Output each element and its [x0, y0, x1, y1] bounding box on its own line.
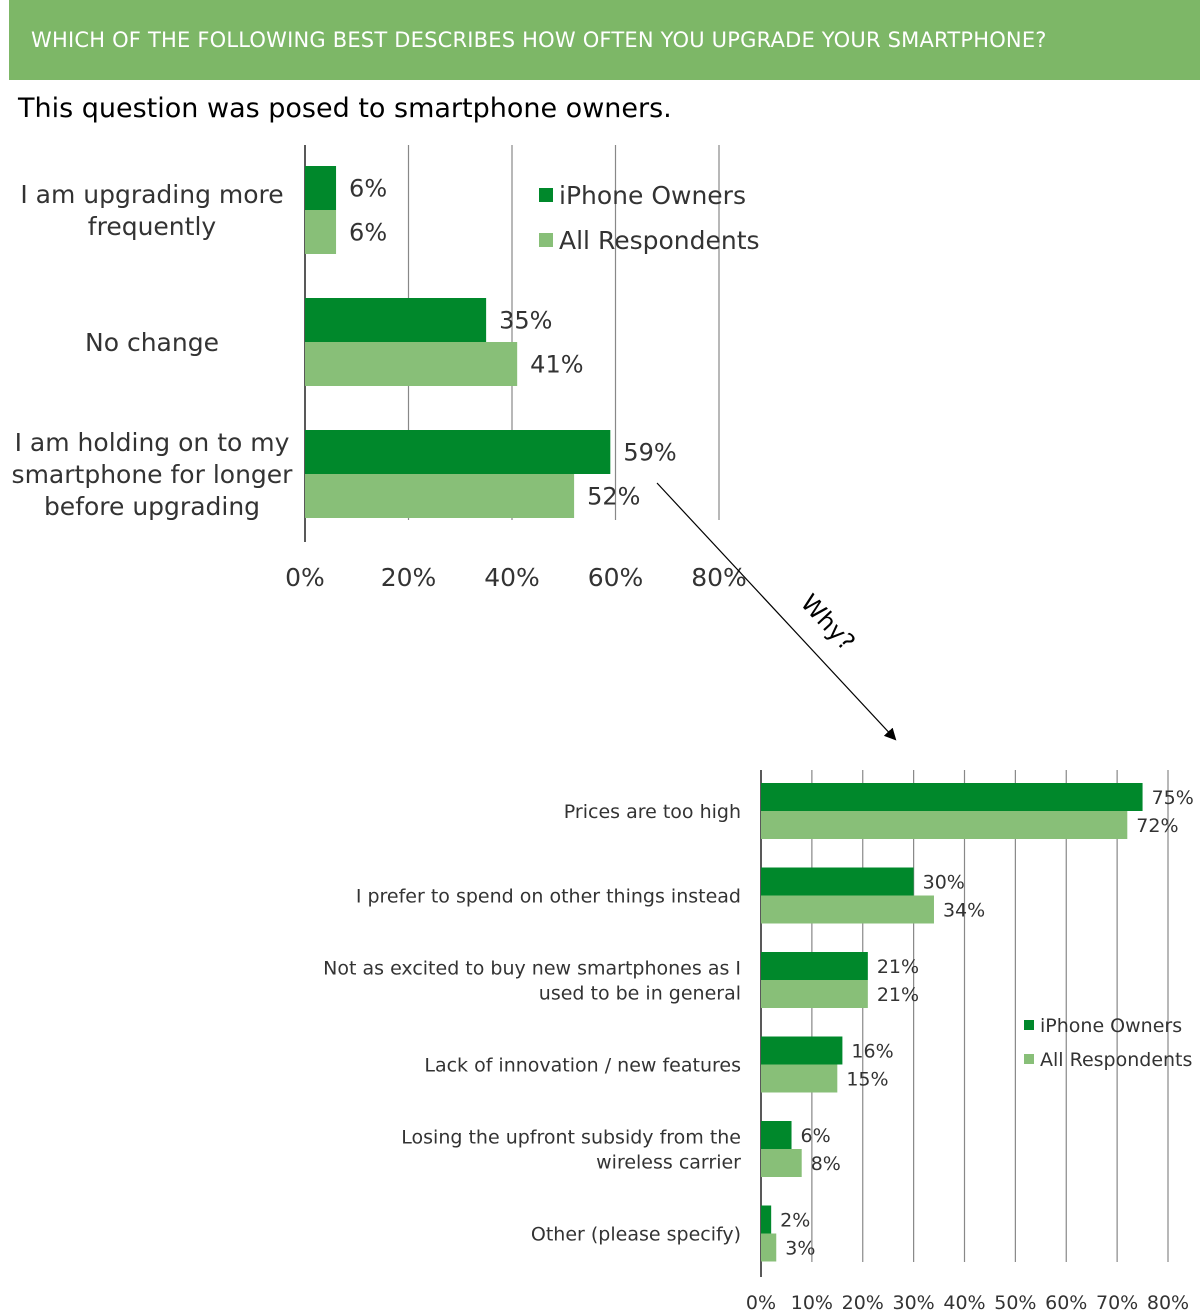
legend-swatch-all-respondents	[539, 233, 553, 247]
data-label: 16%	[851, 1040, 893, 1062]
category-label: No change	[85, 328, 219, 357]
bar-iphone-owners	[761, 783, 1143, 811]
bar-all-respondents	[761, 1149, 802, 1177]
data-label: 30%	[923, 871, 965, 893]
data-label: 2%	[780, 1209, 810, 1231]
data-label: 41%	[530, 351, 583, 379]
category-label: Losing the upfront subsidy from the	[401, 1126, 741, 1148]
x-tick-label: 0%	[285, 563, 325, 592]
data-label: 3%	[785, 1237, 815, 1259]
x-tick-label: 40%	[943, 1292, 985, 1314]
x-tick-label: 60%	[1045, 1292, 1087, 1314]
bar-iphone-owners	[761, 952, 868, 980]
legend-swatch-iphone-owners	[1024, 1020, 1034, 1030]
category-label: I am upgrading more	[20, 180, 283, 209]
x-tick-label: 60%	[588, 563, 644, 592]
category-label: Lack of innovation / new features	[424, 1054, 741, 1076]
subtitle: This question was posed to smartphone ow…	[18, 93, 672, 124]
chart-reasons: 0% 10% 20% 30% 40% 50% 60% 70% 80% 75% 72% Prices a…	[323, 770, 1194, 1314]
bar-all-respondents	[305, 474, 575, 518]
data-label: 21%	[877, 984, 919, 1006]
x-tick-label: 50%	[994, 1292, 1036, 1314]
data-label: 15%	[846, 1068, 888, 1090]
data-label: 6%	[801, 1125, 831, 1147]
category-label: before upgrading	[44, 492, 260, 521]
data-label: 52%	[587, 483, 640, 511]
x-tick-label: 70%	[1096, 1292, 1138, 1314]
bar-iphone-owners	[761, 1205, 772, 1234]
bar-iphone-owners	[305, 298, 487, 342]
category-label: wireless carrier	[596, 1151, 741, 1173]
data-label: 6%	[349, 175, 387, 203]
chart-upgrade-frequency: 0% 20% 40% 60% 80% 6% 6% I am upgrading more fre…	[12, 145, 760, 592]
x-tick-label: 20%	[842, 1292, 884, 1314]
x-tick-label: 0%	[746, 1292, 776, 1314]
category-label: I am holding on to my	[15, 428, 290, 457]
data-label: 59%	[623, 439, 676, 467]
bar-iphone-owners	[305, 166, 337, 210]
bar-iphone-owners	[761, 867, 914, 896]
arrow-line	[656, 482, 897, 741]
x-tick-label: 10%	[791, 1292, 833, 1314]
bar-all-respondents	[761, 1233, 777, 1262]
data-label: 6%	[349, 219, 387, 247]
bar-all-respondents	[305, 342, 518, 386]
x-tick-label: 20%	[381, 563, 437, 592]
legend-label: iPhone Owners	[1040, 1015, 1182, 1037]
why-arrow: Why?	[656, 482, 897, 741]
x-tick-label: 40%	[484, 563, 540, 592]
title-banner: WHICH OF THE FOLLOWING BEST DESCRIBES HO…	[9, 0, 1200, 80]
data-label: 21%	[877, 956, 919, 978]
data-label: 34%	[943, 899, 985, 921]
category-label: Not as excited to buy new smartphones as…	[323, 957, 741, 979]
x-tick-label: 80%	[1147, 1292, 1189, 1314]
category-label: used to be in general	[539, 982, 741, 1004]
category-label: I prefer to spend on other things instea…	[356, 885, 741, 907]
category-label: frequently	[88, 212, 217, 241]
category-label: smartphone for longer	[12, 460, 294, 489]
bar-all-respondents	[761, 980, 868, 1008]
legend-swatch-all-respondents	[1024, 1054, 1034, 1064]
bar-iphone-owners	[305, 430, 611, 474]
category-label: Other (please specify)	[531, 1223, 741, 1245]
why-label: Why?	[795, 589, 860, 656]
bar-all-respondents	[761, 1064, 838, 1093]
x-tick-label: 80%	[691, 563, 747, 592]
category-label: Prices are too high	[564, 801, 741, 823]
bar-all-respondents	[305, 210, 337, 254]
bar-iphone-owners	[761, 1121, 792, 1149]
legend-label: iPhone Owners	[559, 181, 746, 210]
legend-label: All Respondents	[1040, 1049, 1192, 1071]
bar-all-respondents	[761, 895, 934, 924]
bar-iphone-owners	[761, 1036, 843, 1065]
data-label: 8%	[811, 1153, 841, 1175]
x-tick-label: 30%	[893, 1292, 935, 1314]
data-label: 75%	[1152, 787, 1194, 809]
legend-swatch-iphone-owners	[539, 188, 553, 202]
bar-all-respondents	[761, 811, 1128, 839]
data-label: 35%	[499, 307, 552, 335]
legend-label: All Respondents	[559, 226, 760, 255]
data-label: 72%	[1136, 815, 1178, 837]
